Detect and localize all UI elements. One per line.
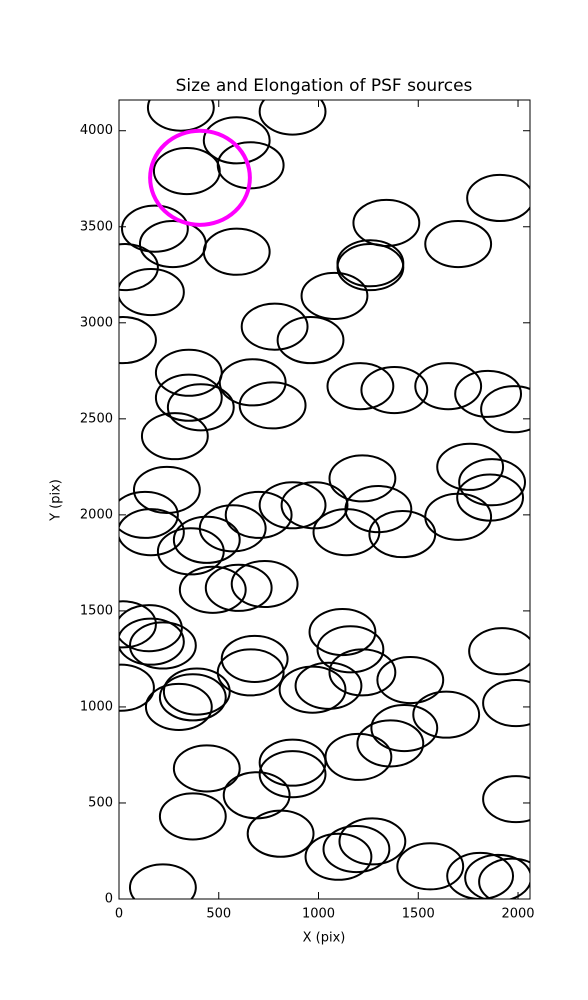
psf-source xyxy=(312,508,381,557)
psf-source xyxy=(119,617,185,666)
psf-source xyxy=(368,510,437,559)
psf-source xyxy=(464,853,530,899)
psf-source xyxy=(370,704,439,753)
y-tick-label: 1500 xyxy=(80,603,113,618)
psf-source xyxy=(360,365,429,415)
y-axis-label: Y (pix) xyxy=(49,479,64,522)
psf-source xyxy=(120,204,189,253)
psf-source xyxy=(158,673,227,722)
psf-source xyxy=(204,563,273,612)
psf-source xyxy=(230,559,299,609)
x-tick-label: 1000 xyxy=(302,907,335,922)
psf-source xyxy=(119,316,157,365)
psf-source xyxy=(466,173,530,222)
y-tick-label: 500 xyxy=(88,795,113,810)
psf-source xyxy=(224,490,293,539)
psf-source xyxy=(328,454,397,503)
x-tick-label: 1500 xyxy=(402,907,435,922)
psf-source xyxy=(146,100,215,132)
psf-source xyxy=(338,817,407,866)
psf-source xyxy=(158,792,227,841)
psf-source xyxy=(356,719,425,768)
psf-source xyxy=(119,508,185,557)
psf-source xyxy=(424,220,493,269)
psf-source xyxy=(119,663,155,712)
psf-source xyxy=(336,243,405,292)
psf-source xyxy=(119,243,159,292)
psf-source xyxy=(304,832,373,881)
psf-source xyxy=(202,227,271,276)
psf-source xyxy=(144,682,213,731)
psf-source xyxy=(246,809,315,858)
psf-source xyxy=(178,565,247,614)
psf-source xyxy=(258,100,327,136)
psf-source xyxy=(220,634,289,683)
psf-source xyxy=(218,358,287,407)
psf-source xyxy=(202,116,271,165)
psf-source xyxy=(166,383,235,432)
x-tick-label: 2000 xyxy=(501,907,534,922)
psf-source xyxy=(468,627,530,676)
psf-source xyxy=(128,621,197,670)
psf-source xyxy=(258,750,327,799)
x-axis-label: X (pix) xyxy=(303,931,346,946)
psf-source xyxy=(328,648,397,697)
x-tick-label: 0 xyxy=(115,907,123,922)
psf-source xyxy=(478,857,530,899)
psf-source xyxy=(240,302,309,351)
psf-source xyxy=(480,385,530,434)
psf-source xyxy=(119,600,157,649)
psf-source xyxy=(128,863,197,899)
psf-source xyxy=(316,625,385,674)
y-tick-label: 3500 xyxy=(80,219,113,234)
psf-source xyxy=(216,648,285,697)
y-tick-label: 3000 xyxy=(80,315,113,330)
psf-source xyxy=(326,362,395,411)
highlight-source xyxy=(148,128,252,227)
psf-source xyxy=(162,667,231,716)
psf-source xyxy=(436,442,505,491)
psf-source xyxy=(414,362,483,411)
y-tick-label: 2000 xyxy=(80,507,113,522)
psf-source xyxy=(238,381,307,430)
psf-source xyxy=(482,775,530,824)
y-tick-label: 2500 xyxy=(80,411,113,426)
chart-title: Size and Elongation of PSF sources xyxy=(176,76,473,96)
psf-source xyxy=(198,504,267,553)
y-tick-label: 4000 xyxy=(80,123,113,138)
axes-frame xyxy=(118,99,531,900)
psf-source xyxy=(454,369,523,418)
psf-source xyxy=(172,515,241,564)
psf-source xyxy=(119,268,185,317)
y-tick-label: 0 xyxy=(105,892,113,907)
psf-source xyxy=(300,271,369,320)
psf-source xyxy=(412,690,481,739)
plot-area xyxy=(119,100,530,899)
psf-source xyxy=(152,147,221,196)
psf-source xyxy=(258,481,327,530)
psf-source xyxy=(119,490,179,539)
psf-source xyxy=(396,842,465,891)
psf-source xyxy=(276,316,345,365)
psf-source xyxy=(322,825,391,874)
psf-source xyxy=(324,732,393,781)
psf-source xyxy=(140,412,209,461)
psf-source xyxy=(458,458,527,507)
psf-source xyxy=(172,744,241,793)
y-tick-label: 1000 xyxy=(80,699,113,714)
x-tick-label: 500 xyxy=(206,907,231,922)
psf-source xyxy=(119,604,183,653)
psf-source xyxy=(482,679,530,728)
psf-source xyxy=(154,373,223,422)
psf-source xyxy=(278,665,347,714)
psf-source xyxy=(376,655,445,705)
